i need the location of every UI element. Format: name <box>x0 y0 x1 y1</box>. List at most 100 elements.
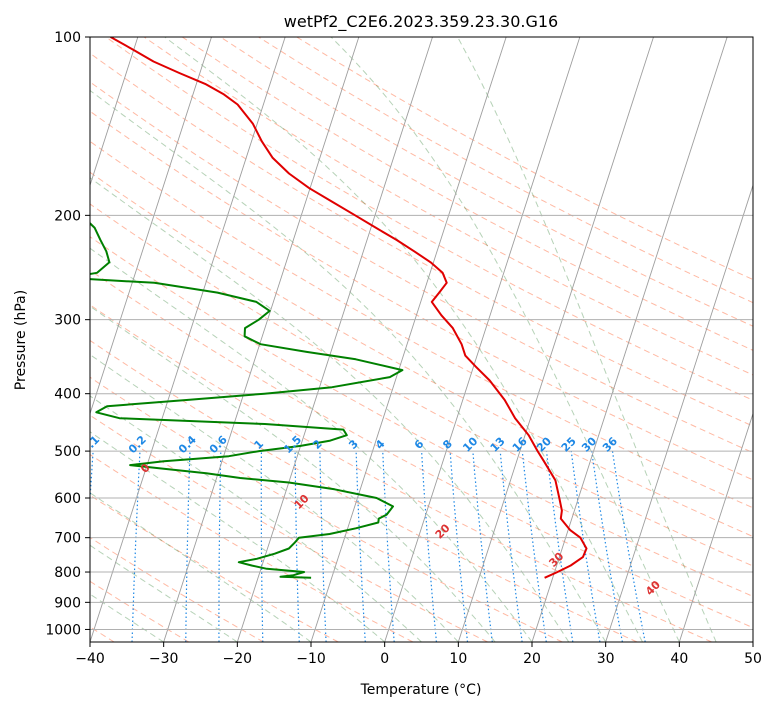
x-tick-label: 20 <box>523 651 541 667</box>
mixing-ratio-line <box>472 451 493 642</box>
y-tick-label: 300 <box>54 313 81 329</box>
dry-adiabat-line <box>90 110 753 481</box>
moist-adiabat-line <box>90 544 238 642</box>
dry-adiabat-line <box>181 37 753 351</box>
x-tick-label: 50 <box>744 651 762 667</box>
y-tick-label: 200 <box>54 208 81 224</box>
moist-adiabat-line <box>90 247 533 642</box>
isotherm-line <box>752 640 753 642</box>
mixing-ratio-line <box>591 451 623 642</box>
y-tick-label: 900 <box>54 595 81 611</box>
plot-frame <box>89 36 754 643</box>
dry-adiabat-line <box>90 304 712 642</box>
moist-adiabat-line <box>90 89 607 642</box>
x-tick-label: −40 <box>75 651 105 667</box>
isotherm-line <box>678 412 753 642</box>
moist-adiabats <box>90 37 717 642</box>
mixing-ratio-line <box>294 451 300 642</box>
temperature-profile-line <box>110 37 588 579</box>
isotherm-line <box>163 37 360 642</box>
mixing-ratio-label: 0.4 <box>176 433 199 456</box>
dry-adiabat-line <box>90 140 753 509</box>
mixing-ratio-line <box>185 451 191 642</box>
dry-adiabat-line <box>90 580 190 642</box>
x-tick-label: 0 <box>380 651 389 667</box>
dry-adiabat-line <box>220 37 753 327</box>
dry-adiabat-line <box>90 236 753 598</box>
mixing-ratio-line <box>319 451 327 642</box>
moist-adiabat-label: 10 <box>292 492 312 512</box>
x-axis: −40 −30 −20 −10 0 10 20 30 40 50 <box>75 642 762 667</box>
y-tick-label: 800 <box>54 565 81 581</box>
moist-adiabat-line <box>457 37 717 642</box>
dry-adiabat-line <box>258 37 753 304</box>
mixing-ratio-lines <box>90 451 646 642</box>
mixing-ratio-label: 3 <box>346 437 361 452</box>
mixing-ratio-line <box>218 451 222 642</box>
mixing-ratio-label: 4 <box>373 437 388 452</box>
dry-adiabats <box>90 37 753 642</box>
y-tick-label: 500 <box>54 444 81 460</box>
dry-adiabat-line <box>90 376 563 642</box>
y-tick-label: 400 <box>54 387 81 403</box>
moist-adiabat-line <box>90 431 386 642</box>
y-tick-label: 600 <box>54 491 81 507</box>
y-tick-label: 100 <box>54 30 81 46</box>
x-tick-label: 30 <box>597 651 615 667</box>
isotherm-line <box>457 37 654 642</box>
x-tick-label: 10 <box>449 651 467 667</box>
moist-adiabat-line <box>90 305 496 642</box>
dry-adiabat-line <box>90 536 264 642</box>
mixing-ratio-label: 25 <box>559 435 579 455</box>
dry-adiabat-line <box>90 339 638 642</box>
isotherm-line <box>90 37 286 642</box>
isotherm-line <box>384 37 581 642</box>
mixing-ratio-label: 2 <box>310 437 325 452</box>
dry-adiabat-line <box>90 171 753 538</box>
y-tick-label: 1000 <box>45 622 81 638</box>
dry-adiabat-line <box>90 81 753 454</box>
dry-adiabat-line <box>90 414 488 642</box>
mixing-ratio-line <box>545 451 574 642</box>
dry-adiabat-line <box>90 203 753 567</box>
isotherm-line <box>90 37 212 416</box>
isotherm-line <box>0 37 64 642</box>
mixing-ratio-line <box>421 451 437 642</box>
moist-adiabat-line <box>164 37 643 642</box>
dry-adiabat-line <box>90 52 753 427</box>
mixing-ratio-label: 8 <box>440 437 455 452</box>
moist-adiabat-line <box>90 354 459 642</box>
mixing-ratio-label: 0.2 <box>126 433 149 456</box>
mixing-ratio-line <box>570 451 601 642</box>
isotherms <box>0 37 753 642</box>
isotherm-line <box>236 37 433 642</box>
moist-adiabat-line <box>330 37 680 642</box>
dry-adiabat-label: -10 <box>0 421 11 444</box>
mixing-ratio-line <box>449 451 469 642</box>
x-tick-label: −10 <box>296 651 326 667</box>
mixing-ratio-label: 0.1 <box>79 433 102 456</box>
moist-adiabat-line <box>90 492 312 642</box>
mixing-ratio-line <box>131 451 141 642</box>
chart-title: wetPf2_C2E6.2023.359.23.30.G16 <box>284 12 558 32</box>
dewpoint-profile-line <box>90 221 404 579</box>
dry-adiabat-line <box>105 37 753 401</box>
isotherm-line <box>90 37 139 187</box>
sounding-series <box>90 37 588 579</box>
x-tick-label: 40 <box>670 651 688 667</box>
x-tick-label: −20 <box>223 651 253 667</box>
dry-adiabat-line <box>90 453 414 642</box>
moist-adiabat-line <box>90 395 422 642</box>
dry-adiabat-line <box>90 269 753 629</box>
mixing-ratio-label: 0.6 <box>207 433 230 456</box>
line-labels: 0.10.20.40.611.52346810131620253036-100-… <box>0 421 663 598</box>
plot-area: 0.10.20.40.611.52346810131620253036-100-… <box>0 37 753 642</box>
moist-adiabat-label: 40 <box>643 578 663 598</box>
x-axis-label: Temperature (°C) <box>360 682 482 698</box>
isobars <box>90 37 753 630</box>
mixing-ratio-line <box>499 451 523 642</box>
x-tick-label: −30 <box>149 651 179 667</box>
dry-adiabat-line <box>90 494 339 642</box>
dry-adiabat-line <box>143 37 753 376</box>
